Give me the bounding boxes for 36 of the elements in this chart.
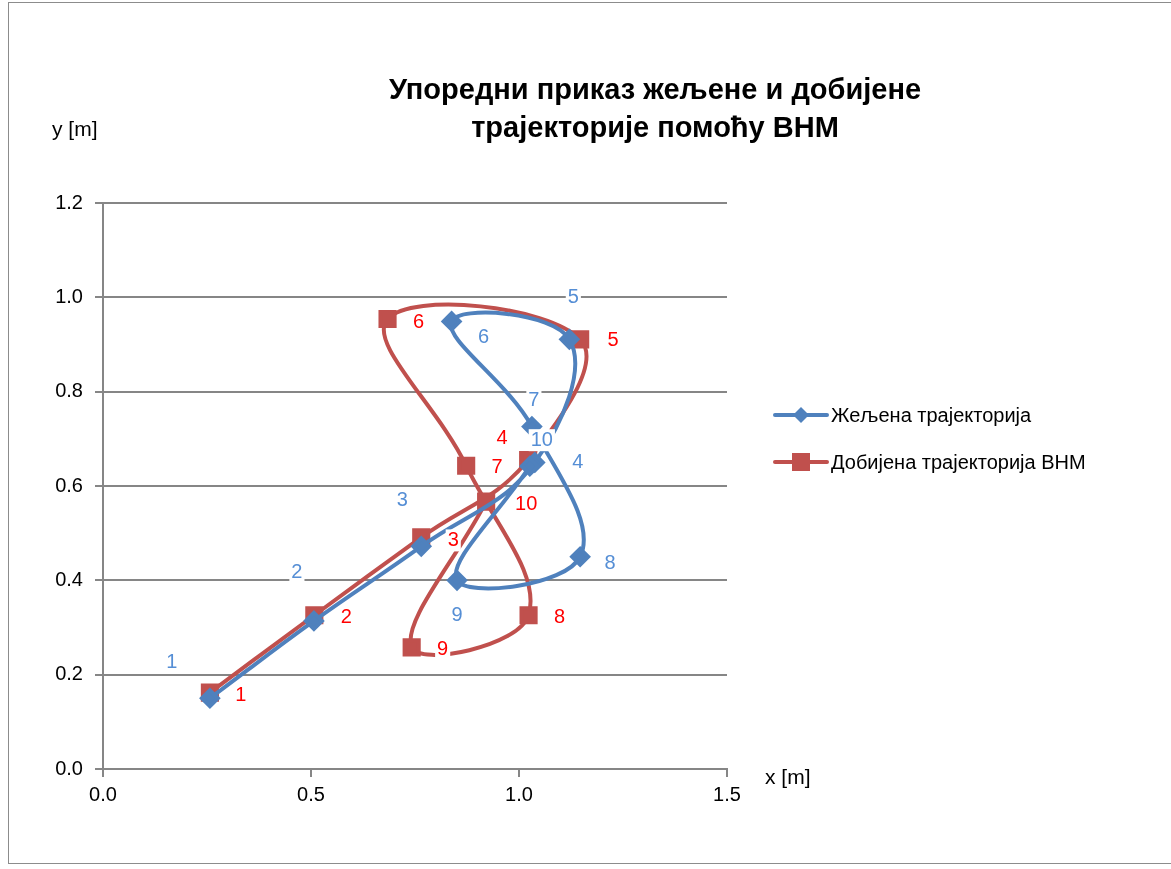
y-tick-label: 0.8 bbox=[55, 379, 83, 402]
annotation: 9 bbox=[451, 602, 463, 625]
annotation: 9 bbox=[437, 636, 449, 659]
annotation: 5 bbox=[607, 327, 619, 350]
annotation: 4 bbox=[496, 425, 508, 448]
x-tick-label: 0.5 bbox=[297, 782, 325, 805]
y-tick-label: 1.2 bbox=[55, 190, 83, 213]
annotation: 8 bbox=[554, 604, 566, 627]
annotation: 1 bbox=[166, 649, 178, 672]
legend-label: Жељена траjекторија bbox=[831, 403, 1033, 426]
annotation: 6 bbox=[478, 324, 490, 347]
y-tick-label: 0.2 bbox=[55, 662, 83, 685]
annotation: 7 bbox=[528, 388, 540, 411]
x-axis-title: x [m] bbox=[765, 765, 811, 789]
y-tick-label: 1.0 bbox=[55, 284, 83, 307]
y-tick-label: 0.4 bbox=[55, 567, 83, 590]
legend-label: Добиjена траjекторија ВНМ bbox=[831, 450, 1086, 473]
annotation: 3 bbox=[396, 487, 408, 510]
annotation: 8 bbox=[604, 551, 616, 574]
y-axis-title: y [m] bbox=[52, 117, 98, 141]
x-tick-label: 1.5 bbox=[713, 782, 741, 805]
annotation: 7 bbox=[491, 455, 503, 478]
annotation: 5 bbox=[567, 284, 579, 307]
x-tick-label: 0.0 bbox=[89, 782, 117, 805]
annotation: 1 bbox=[235, 683, 247, 706]
annotation: 3 bbox=[447, 527, 459, 550]
annotation: 2 bbox=[291, 560, 303, 583]
annotation: 10 bbox=[530, 427, 553, 450]
annotation: 10 bbox=[515, 492, 538, 515]
y-tick-label: 0.6 bbox=[55, 473, 83, 496]
annotation: 6 bbox=[412, 309, 425, 332]
annotation: 4 bbox=[572, 449, 584, 472]
x-tick-label: 1.0 bbox=[505, 782, 533, 805]
annotation: 2 bbox=[340, 604, 352, 627]
chart-title: Упоредни приказ жељене и добијене траjекторије помоћу ВНМ bbox=[387, 72, 923, 145]
y-tick-label: 0.0 bbox=[55, 756, 83, 779]
